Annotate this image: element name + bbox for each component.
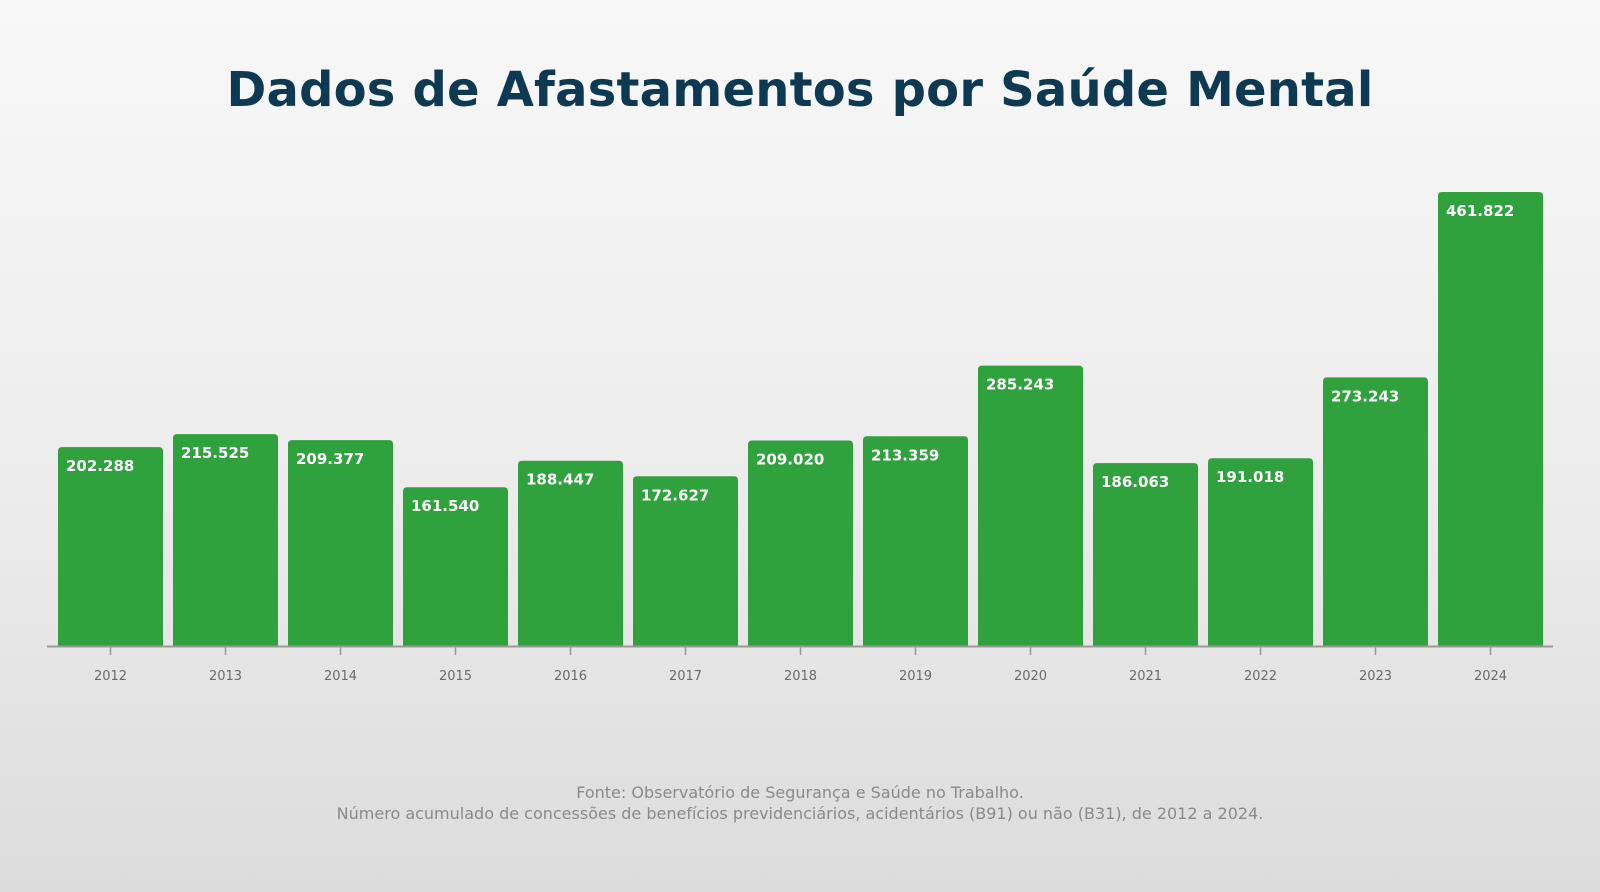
x-tick-label-2021: 2021 bbox=[1129, 669, 1162, 684]
data-label-2021: 186.063 bbox=[1101, 473, 1169, 491]
x-tick-label-2023: 2023 bbox=[1359, 669, 1392, 684]
x-tick-label-2019: 2019 bbox=[899, 669, 932, 684]
bar-2023 bbox=[1323, 377, 1428, 646]
data-label-2023: 273.243 bbox=[1331, 387, 1399, 405]
x-tick-label-2015: 2015 bbox=[439, 669, 472, 684]
x-tick-label-2016: 2016 bbox=[554, 669, 587, 684]
x-tick-label-2012: 2012 bbox=[94, 669, 127, 684]
bar-2012 bbox=[58, 447, 163, 646]
bar-2019 bbox=[863, 436, 968, 646]
data-label-2019: 213.359 bbox=[871, 446, 939, 464]
bar-2020 bbox=[978, 365, 1083, 646]
source-line-2: Número acumulado de concessões de benefí… bbox=[336, 804, 1264, 823]
data-label-2013: 215.525 bbox=[181, 444, 249, 462]
chart-title: Dados de Afastamentos por Saúde Mental bbox=[226, 62, 1374, 118]
data-label-2012: 202.288 bbox=[66, 457, 134, 475]
x-tick-label-2024: 2024 bbox=[1474, 669, 1507, 684]
x-tick-label-2018: 2018 bbox=[784, 669, 817, 684]
source-line-1: Fonte: Observatório de Segurança e Saúde… bbox=[576, 783, 1024, 802]
data-label-2015: 161.540 bbox=[411, 497, 479, 515]
x-tick-label-2013: 2013 bbox=[209, 669, 242, 684]
bar-2024 bbox=[1438, 192, 1543, 646]
x-tick-label-2022: 2022 bbox=[1244, 669, 1277, 684]
x-tick-label-2014: 2014 bbox=[324, 669, 357, 684]
bar-2017 bbox=[633, 476, 738, 646]
data-label-2017: 172.627 bbox=[641, 486, 709, 504]
bar-2018 bbox=[748, 440, 853, 646]
bar-2022 bbox=[1208, 458, 1313, 646]
data-label-2018: 209.020 bbox=[756, 451, 824, 469]
bar-2015 bbox=[403, 487, 508, 646]
data-label-2020: 285.243 bbox=[986, 376, 1054, 394]
data-label-2014: 209.377 bbox=[296, 450, 364, 468]
x-tick-label-2020: 2020 bbox=[1014, 669, 1047, 684]
data-label-2024: 461.822 bbox=[1446, 202, 1514, 220]
bar-2014 bbox=[288, 440, 393, 646]
x-tick-label-2017: 2017 bbox=[669, 669, 702, 684]
data-label-2016: 188.447 bbox=[526, 471, 594, 489]
ticks-layer: 2012 2013 2014 2015 2016 2017 2018 2019 2020 2021… bbox=[94, 647, 1507, 684]
bar-2013 bbox=[173, 434, 278, 646]
data-label-2022: 191.018 bbox=[1216, 468, 1284, 486]
bar-2021 bbox=[1093, 463, 1198, 646]
bars-layer: 202.288 215.525 209.377 161.540 188.447 172.6… bbox=[58, 192, 1543, 646]
bar-2016 bbox=[518, 460, 623, 646]
